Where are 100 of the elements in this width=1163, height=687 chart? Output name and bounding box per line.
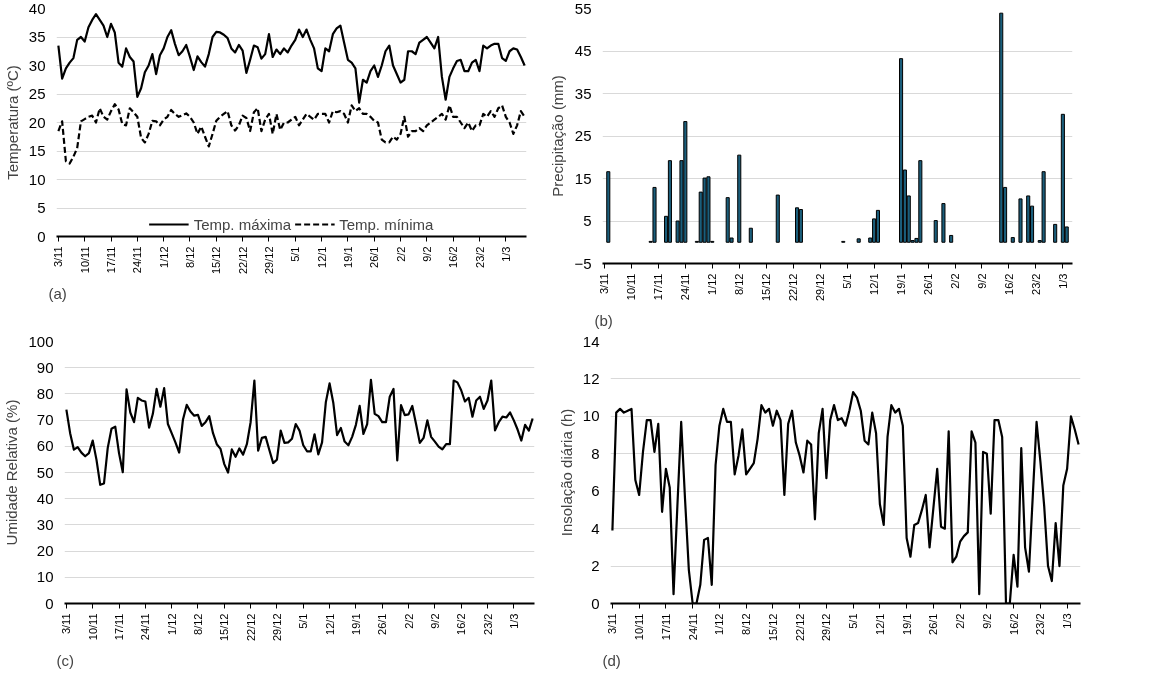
x-tick-label: 24/11 bbox=[131, 246, 144, 274]
text: (d) bbox=[602, 651, 621, 669]
bar bbox=[1018, 198, 1023, 243]
x-tick-label: 26/1 bbox=[922, 273, 935, 295]
x-tick-label: 29/12 bbox=[820, 613, 833, 642]
y-tick-label: 70 bbox=[36, 411, 54, 429]
x-tick-label: 16/2 bbox=[1002, 273, 1015, 295]
x-tick-label: 17/11 bbox=[659, 613, 672, 641]
y-tick-label: 20 bbox=[28, 113, 46, 131]
bar bbox=[1010, 237, 1015, 243]
x-tick-label: 17/11 bbox=[652, 273, 665, 301]
x-tick-label: 1/3 bbox=[507, 613, 520, 629]
x-tick-label: 19/1 bbox=[900, 613, 913, 635]
y-tick-label: 2 bbox=[591, 557, 600, 575]
bar bbox=[667, 160, 672, 243]
x-tick-label: 1/3 bbox=[1061, 613, 1074, 629]
x-tick-label: 23/2 bbox=[1034, 613, 1047, 635]
x-tick-label: 15/12 bbox=[218, 613, 231, 642]
x-tick-label: 2/2 bbox=[402, 613, 415, 629]
x-tick-label: 8/12 bbox=[183, 246, 196, 268]
x-tick-label: 23/2 bbox=[1029, 273, 1042, 295]
x-tick-label: 17/11 bbox=[113, 613, 126, 641]
y-tick-label: 5 bbox=[583, 212, 592, 229]
y-tick-label: 40 bbox=[36, 489, 54, 507]
x-tick-label: 22/12 bbox=[236, 246, 249, 275]
y-tick-label: 14 bbox=[582, 332, 600, 350]
x-tick-label: 10/11 bbox=[633, 613, 646, 641]
x-tick-label: 12/1 bbox=[873, 613, 886, 635]
x-tick-label: 5/1 bbox=[297, 613, 310, 629]
x-tick-label: 26/1 bbox=[927, 613, 940, 635]
x-tick-label: 3/11 bbox=[598, 273, 611, 295]
bar bbox=[1053, 223, 1058, 243]
y-tick-label: 25 bbox=[28, 85, 46, 102]
x-tick-label: 22/12 bbox=[793, 613, 806, 642]
x-tick-label: 29/12 bbox=[814, 273, 827, 302]
x-tick-label: 26/1 bbox=[368, 246, 381, 268]
bar bbox=[899, 58, 904, 243]
y-axis-title: Umidade Relativa (%) bbox=[3, 399, 21, 546]
y-tick-label: 10 bbox=[28, 170, 46, 188]
y-tick-label: 0 bbox=[591, 594, 600, 612]
x-tick-label: 5/1 bbox=[289, 246, 302, 262]
bar bbox=[918, 160, 923, 243]
y-tick-label: 60 bbox=[36, 437, 54, 455]
y-tick-label: 10 bbox=[36, 568, 54, 586]
x-tick-label: 1/12 bbox=[165, 613, 178, 635]
line-series bbox=[57, 13, 526, 104]
y-tick-label: 80 bbox=[36, 384, 54, 402]
x-tick-label: 8/12 bbox=[191, 613, 204, 635]
y-tick-label: 0 bbox=[37, 227, 46, 245]
x-tick-label: 19/1 bbox=[895, 273, 908, 295]
y-tick-label: 50 bbox=[36, 463, 54, 481]
x-tick-label: 24/11 bbox=[686, 613, 699, 641]
x-tick-label: 3/11 bbox=[60, 613, 73, 635]
x-tick-label: 17/11 bbox=[105, 246, 118, 274]
bar bbox=[702, 177, 707, 243]
x-tick-label: 23/2 bbox=[481, 613, 494, 635]
y-tick-label: 45 bbox=[574, 42, 592, 59]
x-tick-label: 15/12 bbox=[760, 273, 773, 302]
x-tick-label: 9/2 bbox=[980, 613, 993, 629]
x-tick-label: 24/11 bbox=[139, 613, 152, 641]
bar bbox=[683, 121, 688, 243]
x-tick-label: 1/12 bbox=[713, 613, 726, 635]
bar bbox=[856, 238, 861, 243]
x-tick-label: 16/2 bbox=[447, 246, 460, 268]
x-tick-label: 9/2 bbox=[975, 273, 988, 289]
x-tick-label: 5/1 bbox=[847, 613, 860, 629]
y-tick-label: 55 bbox=[574, 0, 592, 17]
bar bbox=[875, 209, 880, 243]
text: (a) bbox=[48, 284, 67, 302]
y-tick-label: 4 bbox=[591, 519, 600, 537]
x-tick-label: 16/2 bbox=[1007, 613, 1020, 635]
y-tick-label: 10 bbox=[582, 407, 600, 425]
y-tick-label: 12 bbox=[582, 369, 600, 387]
x-tick-label: 12/1 bbox=[323, 613, 336, 635]
x-tick-label: 12/1 bbox=[315, 246, 328, 268]
x-tick-label: 22/12 bbox=[787, 273, 800, 302]
y-tick-label: 90 bbox=[36, 358, 54, 376]
y-tick-label: 30 bbox=[28, 56, 46, 74]
y-axis-title: Temperatura (ºC) bbox=[3, 65, 21, 180]
x-tick-label: 26/1 bbox=[376, 613, 389, 635]
y-tick-label: 35 bbox=[574, 84, 592, 102]
x-tick-label: 15/12 bbox=[766, 613, 779, 642]
y-tick-label: 100 bbox=[28, 332, 54, 350]
y-tick-label: 20 bbox=[36, 542, 54, 560]
y-tick-label: 30 bbox=[36, 515, 54, 533]
bar bbox=[748, 227, 753, 243]
x-tick-label: 3/11 bbox=[606, 613, 619, 635]
text: (b) bbox=[594, 311, 613, 329]
y-tick-label: 35 bbox=[28, 28, 46, 45]
bar bbox=[1026, 195, 1031, 243]
x-tick-label: 29/12 bbox=[270, 613, 283, 642]
y-tick-label: 15 bbox=[574, 169, 592, 187]
x-tick-label: 8/12 bbox=[733, 273, 746, 295]
x-tick-label: 5/1 bbox=[841, 273, 854, 289]
bar bbox=[1060, 113, 1065, 243]
x-tick-label: 16/2 bbox=[455, 613, 468, 635]
text: (c) bbox=[56, 651, 74, 669]
x-tick-label: 2/2 bbox=[954, 613, 967, 629]
y-tick-label: −5 bbox=[574, 254, 592, 272]
x-tick-label: 12/1 bbox=[868, 273, 881, 295]
